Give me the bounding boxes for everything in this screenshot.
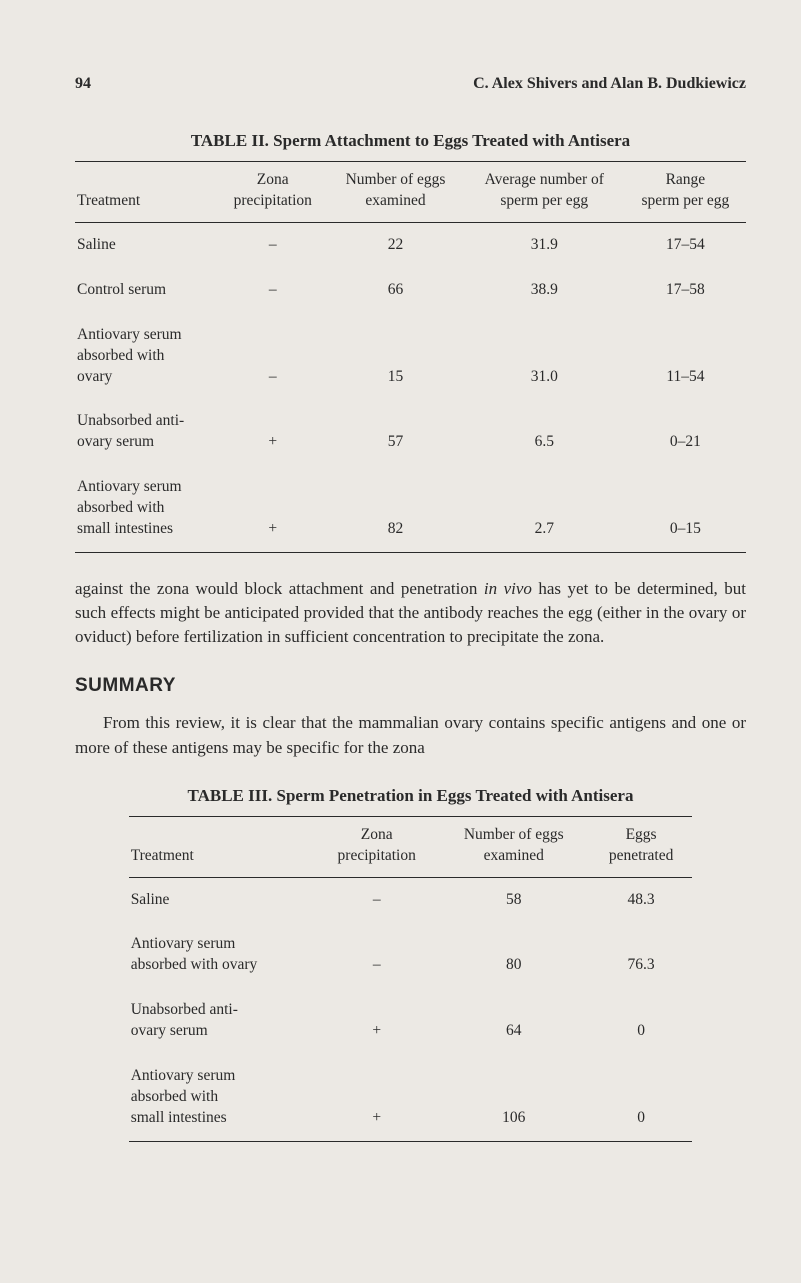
table-cell: 58 bbox=[438, 877, 590, 922]
table-cell: Unabsorbed anti- ovary serum bbox=[129, 988, 316, 1054]
table-cell: 82 bbox=[327, 465, 463, 552]
paragraph1: against the zona would block attachment … bbox=[75, 577, 746, 649]
table2: Treatment Zona precipitation Number of e… bbox=[75, 161, 746, 553]
table-cell: 0 bbox=[590, 1054, 692, 1141]
table-cell: 6.5 bbox=[464, 399, 625, 465]
table-cell: 22 bbox=[327, 222, 463, 267]
table-cell: Saline bbox=[75, 222, 218, 267]
table3-col1: Zona precipitation bbox=[316, 816, 438, 877]
table-cell: 80 bbox=[438, 922, 590, 988]
table-cell: Antiovary serum absorbed with small inte… bbox=[129, 1054, 316, 1141]
page-header: 94 C. Alex Shivers and Alan B. Dudkiewic… bbox=[75, 75, 746, 93]
table-cell: 64 bbox=[438, 988, 590, 1054]
table-row: Antiovary serum absorbed with ovary–1531… bbox=[75, 313, 746, 400]
table-row: Antiovary serum absorbed with small inte… bbox=[75, 465, 746, 552]
authors: C. Alex Shivers and Alan B. Dudkiewicz bbox=[473, 75, 746, 93]
table2-title: TABLE II. Sperm Attachment to Eggs Treat… bbox=[75, 131, 746, 151]
table-cell: 31.0 bbox=[464, 313, 625, 400]
table-cell: 15 bbox=[327, 313, 463, 400]
para1-em: in vivo bbox=[484, 579, 532, 598]
table-cell: 66 bbox=[327, 268, 463, 313]
table3-col3: Eggs penetrated bbox=[590, 816, 692, 877]
table-cell: 31.9 bbox=[464, 222, 625, 267]
table-cell: Antiovary serum absorbed with small inte… bbox=[75, 465, 218, 552]
table-cell: 2.7 bbox=[464, 465, 625, 552]
table-row: Control serum–6638.917–58 bbox=[75, 268, 746, 313]
table-row: Unabsorbed anti- ovary serum+576.50–21 bbox=[75, 399, 746, 465]
table3: Treatment Zona precipitation Number of e… bbox=[129, 816, 693, 1142]
table-cell: – bbox=[218, 313, 327, 400]
table-cell: – bbox=[316, 877, 438, 922]
table-cell: 48.3 bbox=[590, 877, 692, 922]
table2-header-row: Treatment Zona precipitation Number of e… bbox=[75, 162, 746, 223]
table-cell: Antiovary serum absorbed with ovary bbox=[129, 922, 316, 988]
table2-col2: Number of eggs examined bbox=[327, 162, 463, 223]
table-cell: 17–58 bbox=[625, 268, 746, 313]
table-cell: Saline bbox=[129, 877, 316, 922]
table2-col3: Average number of sperm per egg bbox=[464, 162, 625, 223]
table-cell: + bbox=[316, 1054, 438, 1141]
summary-heading: SUMMARY bbox=[75, 675, 746, 697]
table-cell: – bbox=[218, 222, 327, 267]
table-row: Unabsorbed anti- ovary serum+640 bbox=[129, 988, 693, 1054]
table-cell: 57 bbox=[327, 399, 463, 465]
page-number: 94 bbox=[75, 75, 91, 93]
table3-col2: Number of eggs examined bbox=[438, 816, 590, 877]
table-cell: – bbox=[218, 268, 327, 313]
table3-header-row: Treatment Zona precipitation Number of e… bbox=[129, 816, 693, 877]
table-cell: Antiovary serum absorbed with ovary bbox=[75, 313, 218, 400]
table2-col0: Treatment bbox=[75, 162, 218, 223]
table-cell: – bbox=[316, 922, 438, 988]
table3-body: Saline–5848.3Antiovary serum absorbed wi… bbox=[129, 877, 693, 1141]
table-cell: 76.3 bbox=[590, 922, 692, 988]
table-cell: + bbox=[218, 399, 327, 465]
table-row: Antiovary serum absorbed with ovary–8076… bbox=[129, 922, 693, 988]
table-cell: 106 bbox=[438, 1054, 590, 1141]
table-cell: + bbox=[316, 988, 438, 1054]
table-cell: 17–54 bbox=[625, 222, 746, 267]
table-cell: 0 bbox=[590, 988, 692, 1054]
table3-title: TABLE III. Sperm Penetration in Eggs Tre… bbox=[75, 786, 746, 806]
table-cell: 0–15 bbox=[625, 465, 746, 552]
table-row: Antiovary serum absorbed with small inte… bbox=[129, 1054, 693, 1141]
paragraph2: From this review, it is clear that the m… bbox=[75, 711, 746, 759]
table-cell: 11–54 bbox=[625, 313, 746, 400]
table-row: Saline–5848.3 bbox=[129, 877, 693, 922]
table-cell: Unabsorbed anti- ovary serum bbox=[75, 399, 218, 465]
para1-a: against the zona would block attachment … bbox=[75, 579, 484, 598]
table-cell: 38.9 bbox=[464, 268, 625, 313]
table3-col0: Treatment bbox=[129, 816, 316, 877]
table-cell: + bbox=[218, 465, 327, 552]
table-cell: 0–21 bbox=[625, 399, 746, 465]
table-cell: Control serum bbox=[75, 268, 218, 313]
table2-col1: Zona precipitation bbox=[218, 162, 327, 223]
table-row: Saline–2231.917–54 bbox=[75, 222, 746, 267]
table2-col4: Range sperm per egg bbox=[625, 162, 746, 223]
table2-body: Saline–2231.917–54Control serum–6638.917… bbox=[75, 222, 746, 552]
